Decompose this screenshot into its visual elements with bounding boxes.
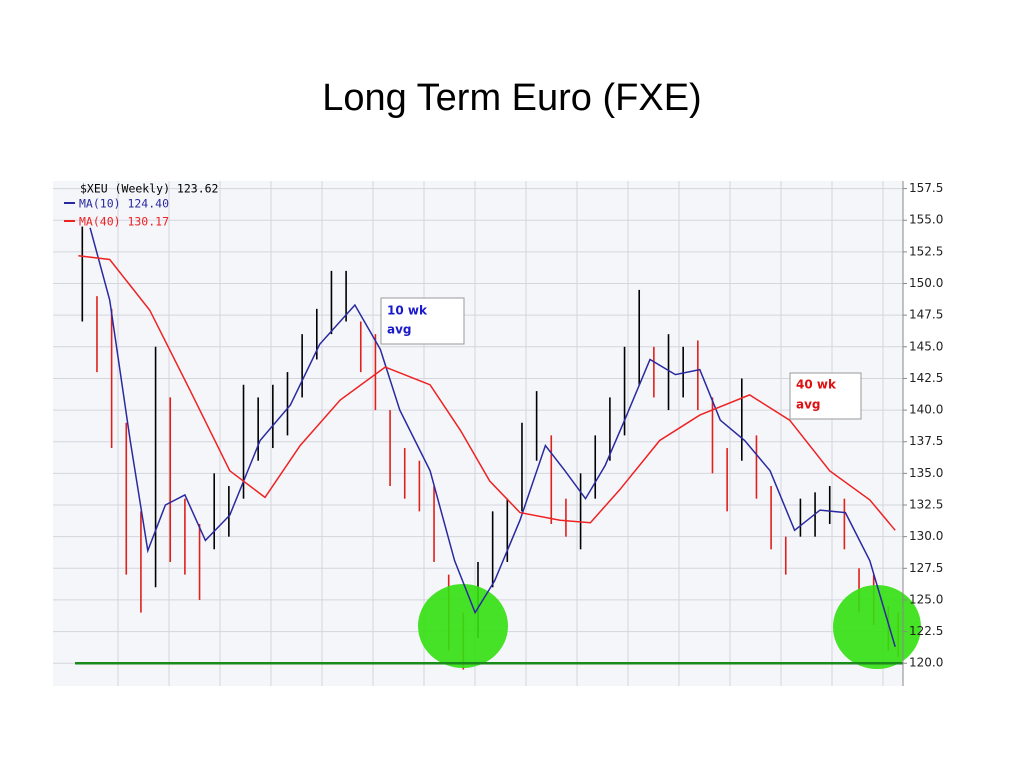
annotation-text: avg (387, 323, 412, 337)
y-tick-label: 132.5 (909, 498, 943, 512)
chart-title: Long Term Euro (FXE) (322, 77, 701, 119)
y-tick-label: 137.5 (909, 434, 943, 448)
moving-average-line (78, 254, 896, 531)
y-tick-label: 130.0 (909, 529, 943, 543)
overlay (75, 227, 903, 665)
annotation-box: 10 wk avg (380, 297, 465, 345)
legend-label: MA(40) 130.17 (79, 215, 169, 229)
annotation-text: avg (796, 398, 821, 412)
annotation-frame (789, 372, 862, 420)
legend-bars: $XEU (Weekly) 123.62 (80, 182, 218, 196)
y-tick-label: 125.0 (909, 592, 943, 606)
y-tick-label: 145.0 (909, 339, 943, 353)
y-tick-label: 147.5 (909, 308, 943, 322)
y-tick-label: 120.0 (909, 656, 943, 670)
legend-label: MA(10) 124.40 (79, 197, 169, 211)
y-tick-label: 157.5 (909, 181, 943, 195)
y-tick-label: 152.5 (909, 244, 943, 258)
y-tick-label: 122.5 (909, 624, 943, 638)
annotation-box: 40 wk avg (789, 372, 862, 420)
y-tick-label: 140.0 (909, 403, 943, 417)
y-tick-label: 142.5 (909, 371, 943, 385)
annotation-frame (380, 297, 465, 345)
annotation-text: 40 wk (796, 378, 837, 392)
highlight-circle (833, 585, 921, 669)
y-tick-label: 155.0 (909, 213, 943, 227)
annotation-text: 10 wk (387, 304, 428, 318)
y-tick-label: 127.5 (909, 561, 943, 575)
highlight-circle (418, 584, 508, 668)
moving-average-line (89, 227, 896, 648)
y-tick-label: 150.0 (909, 276, 943, 290)
y-tick-label: 135.0 (909, 466, 943, 480)
